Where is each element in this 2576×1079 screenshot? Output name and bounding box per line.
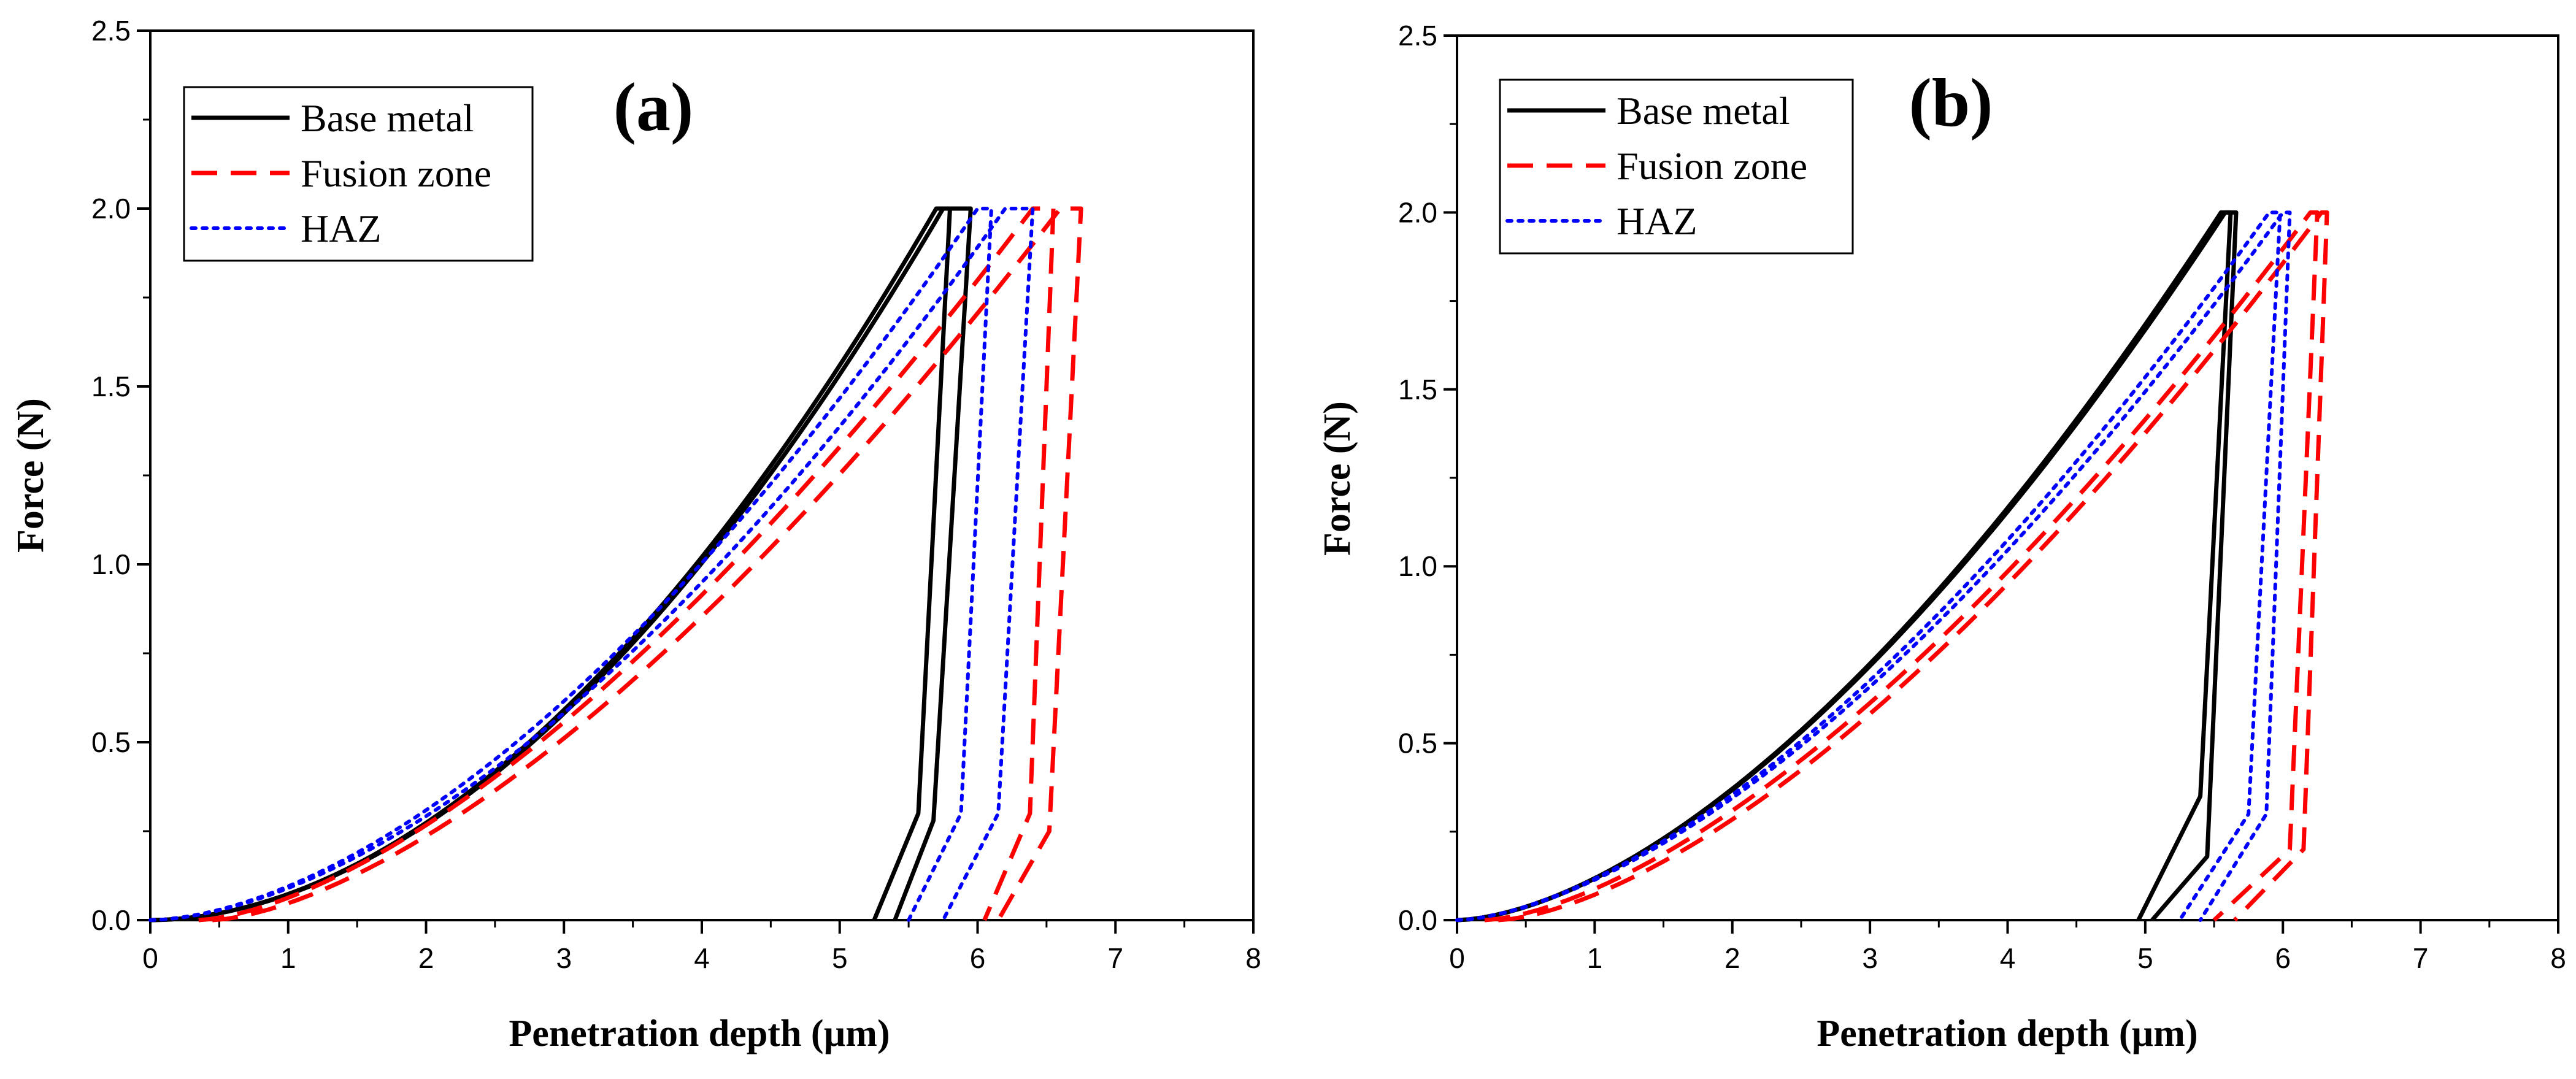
x-tick-label: 8 bbox=[2550, 942, 2566, 974]
x-tick-label: 1 bbox=[1587, 942, 1603, 974]
chart-panel-a: 0 1 2 3 4 5 6 7 8 0.0 0.5 1.0 1.5 2.0 2.5 Penetration d… bbox=[10, 15, 1261, 1054]
y-axis-title: Force (N) bbox=[1317, 401, 1358, 556]
y-tick-label: 2.0 bbox=[91, 193, 131, 225]
series-line-haz bbox=[1455, 210, 2292, 922]
legend-label: Fusion zone bbox=[1617, 144, 1807, 188]
x-tick-label: 2 bbox=[1724, 942, 1740, 974]
y-tick-label: 2.5 bbox=[1398, 20, 1437, 52]
legend-label: Base metal bbox=[301, 96, 474, 140]
series-line-base-metal bbox=[1456, 210, 2233, 923]
panel-label: (b) bbox=[1909, 65, 1993, 141]
legend-label: HAZ bbox=[301, 207, 382, 250]
series-line-base-metal bbox=[150, 206, 973, 923]
y-tick-label: 1.0 bbox=[1398, 550, 1437, 582]
x-tick-label: 7 bbox=[1107, 942, 1123, 974]
x-tick-label: 6 bbox=[970, 942, 986, 974]
x-tick-label: 6 bbox=[2275, 942, 2291, 974]
series-line-base-metal bbox=[150, 206, 952, 923]
y-tick-label: 0.0 bbox=[91, 904, 131, 936]
x-tick-label: 2 bbox=[418, 942, 434, 974]
y-tick-label: 0.5 bbox=[1398, 728, 1437, 759]
legend: Base metal Fusion zone HAZ bbox=[183, 86, 534, 262]
legend: Base metal Fusion zone HAZ bbox=[1499, 79, 1854, 255]
x-tick-label: 8 bbox=[1245, 942, 1261, 974]
series-line-fusion-zone bbox=[1484, 210, 2320, 923]
y-tick-label: 0.0 bbox=[1398, 904, 1437, 936]
x-tick-label: 4 bbox=[694, 942, 710, 974]
x-tick-label: 4 bbox=[2000, 942, 2016, 974]
series-line-haz bbox=[148, 207, 993, 922]
x-tick-label: 5 bbox=[2137, 942, 2153, 974]
x-tick-label: 5 bbox=[832, 942, 848, 974]
y-tick-label: 1.0 bbox=[91, 548, 131, 580]
y-tick-label: 2.5 bbox=[91, 15, 131, 47]
series-line-fusion-zone bbox=[198, 206, 1056, 923]
y-tick-label: 1.5 bbox=[91, 371, 131, 402]
x-axis-title: Penetration depth (µm) bbox=[1817, 1013, 2197, 1054]
panel-label: (a) bbox=[613, 69, 694, 145]
series-line-base-metal bbox=[1456, 210, 2239, 923]
series-line-haz bbox=[1455, 210, 2282, 922]
legend-label: Base metal bbox=[1617, 89, 1790, 132]
series-line-haz bbox=[148, 207, 1035, 922]
x-tick-label: 3 bbox=[1862, 942, 1878, 974]
series-line-fusion-zone bbox=[212, 206, 1083, 923]
x-tick-label: 0 bbox=[1449, 942, 1465, 974]
chart-panel-b: 0 1 2 3 4 5 6 7 8 0.0 0.5 1.0 1.5 2.0 2.5 Penetration d… bbox=[1317, 20, 2566, 1054]
x-axis-title: Penetration depth (µm) bbox=[509, 1013, 890, 1054]
x-tick-label: 7 bbox=[2413, 942, 2429, 974]
x-tick-label: 3 bbox=[556, 942, 572, 974]
y-tick-label: 0.5 bbox=[91, 726, 131, 758]
legend-label: Fusion zone bbox=[301, 152, 491, 195]
series-line-fusion-zone bbox=[1498, 210, 2329, 923]
x-tick-label: 0 bbox=[142, 942, 158, 974]
legend-label: HAZ bbox=[1617, 199, 1697, 243]
y-axis-title: Force (N) bbox=[10, 398, 52, 553]
y-tick-label: 1.5 bbox=[1398, 374, 1437, 405]
y-tick-label: 2.0 bbox=[1398, 196, 1437, 228]
x-tick-label: 1 bbox=[280, 942, 296, 974]
